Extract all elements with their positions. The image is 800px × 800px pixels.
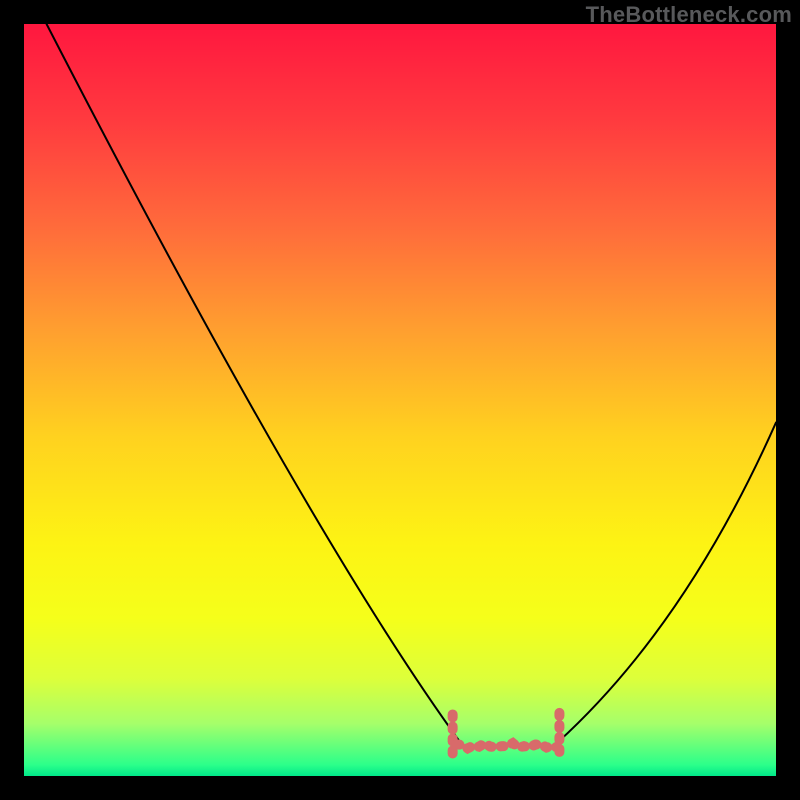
watermark-text: TheBottleneck.com xyxy=(586,2,792,28)
plot-svg xyxy=(24,24,776,776)
valley-floor xyxy=(456,743,558,748)
plot-area xyxy=(24,24,776,776)
chart-frame: TheBottleneck.com xyxy=(0,0,800,800)
gradient-bg xyxy=(24,24,776,776)
